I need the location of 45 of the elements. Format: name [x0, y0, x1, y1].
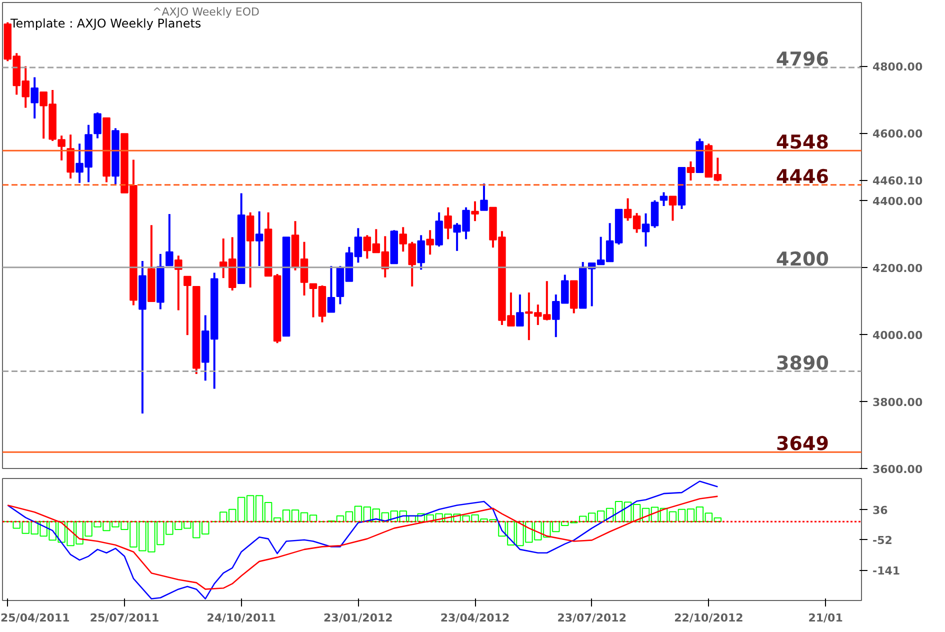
- ref-line-label: 4446: [776, 166, 829, 188]
- y-tick-label: 4800.00: [872, 60, 923, 74]
- x-tick-label: 23/04/2012: [440, 612, 510, 624]
- ref-line-label: 3890: [776, 352, 829, 374]
- y-tick-label: 36: [872, 504, 888, 517]
- candlestick: [255, 210, 264, 268]
- text: Template : AXJO Weekly Planets: [10, 16, 202, 30]
- candlestick: [327, 265, 336, 314]
- candlestick: [516, 294, 524, 328]
- candlestick: [471, 200, 479, 222]
- y-tick-label: 4600.00: [872, 128, 923, 141]
- y-tick-label: 4000.00: [872, 328, 923, 342]
- candlestick: [686, 160, 695, 182]
- x-tick-label: 24/10/2011: [206, 612, 276, 624]
- x-tick-label: 25/07/2011: [90, 612, 160, 624]
- candlestick: [444, 206, 452, 240]
- chart-subtitle: ^AXJO Weekly EOD: [152, 6, 260, 18]
- ref-line-label: 4548: [776, 132, 829, 154]
- line-series: [6, 480, 718, 600]
- candlestick: [30, 76, 38, 120]
- ref-line-label: 3649: [776, 433, 829, 456]
- candlestick: [660, 191, 668, 207]
- x-tick-label: 23/01/2012: [324, 612, 393, 624]
- candlestick: [435, 211, 443, 248]
- x-tick-label: 25/04/2011: [0, 612, 70, 624]
- candlestick: [480, 182, 488, 212]
- y-tick-label: 4400.00: [872, 194, 923, 208]
- y-tick-label: 3800.00: [872, 396, 923, 409]
- y-tick-label: 4460.10: [872, 174, 923, 188]
- x-tick-label: 23/07/2012: [557, 612, 626, 624]
- y-tick-label: 4200.00: [872, 262, 923, 275]
- candlestick: [184, 275, 192, 336]
- ref-line-label: 4796: [776, 48, 829, 71]
- candlestick: [426, 229, 434, 256]
- candlestick: [417, 234, 425, 271]
- candlestick: [668, 195, 677, 222]
- candlestick: [166, 213, 174, 267]
- y-tick-label: -52: [872, 534, 892, 547]
- y-tick-label: -141: [872, 564, 900, 578]
- candlestick: [94, 111, 102, 140]
- y-tick-label: 3600.00: [872, 463, 923, 476]
- candlestick: [66, 134, 74, 180]
- ref-line-label: 4200: [776, 248, 829, 270]
- x-tick-label: 21/01: [808, 612, 843, 624]
- x-tick-label: 22/10/2012: [674, 612, 744, 624]
